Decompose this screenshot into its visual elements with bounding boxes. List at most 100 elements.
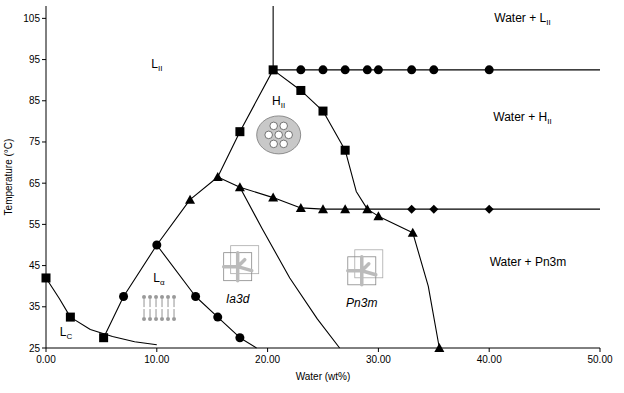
phase-icon [156, 309, 157, 317]
phase-icon [224, 253, 252, 281]
region-label-text: H [272, 94, 281, 108]
phase-icon [156, 299, 157, 307]
data-point [268, 193, 278, 202]
y-tick [42, 265, 46, 266]
phase-icon [150, 299, 151, 307]
y-tick [42, 348, 46, 349]
region-label-text: Ia3d [226, 292, 250, 306]
phase-icon [148, 317, 152, 321]
x-tick-label: 0.00 [36, 354, 56, 365]
phase-icon [172, 317, 176, 321]
y-axis-line [46, 6, 47, 348]
phase-boundary [367, 209, 600, 210]
phase-icon [348, 257, 376, 285]
data-point [296, 65, 305, 74]
region-label: Water + LII [494, 11, 550, 27]
boundaries [46, 6, 600, 348]
phase-icon [224, 253, 252, 281]
data-point [152, 240, 161, 249]
phase-boundary [104, 70, 274, 338]
y-tick-label: 75 [29, 136, 41, 147]
phase-icon [280, 122, 288, 130]
y-axis-title: Temperature (°C) [3, 139, 14, 216]
data-point [235, 333, 244, 342]
phase-boundary [157, 245, 257, 348]
phase-icon [150, 309, 151, 317]
region-label: Water + HII [493, 110, 551, 126]
phase-icon [280, 140, 288, 148]
data-point [362, 204, 372, 213]
y-tick [42, 224, 46, 225]
phase-diagram: 0.0010.0020.0030.0040.0050.0025354555657… [0, 0, 624, 393]
phase-icon [348, 257, 376, 285]
data-point [213, 172, 223, 181]
phase-icon [142, 295, 146, 299]
phase-icon [172, 295, 176, 299]
phase-icon [148, 295, 152, 299]
phase-boundary [240, 187, 340, 348]
data-point [235, 182, 245, 191]
y-tick-label: 105 [23, 13, 40, 24]
region-label-subscript: II [546, 18, 550, 27]
y-tick [42, 141, 46, 142]
x-tick-label: 10.00 [144, 354, 169, 365]
x-tick [378, 348, 379, 352]
data-point [363, 65, 372, 74]
data-point [296, 86, 305, 95]
y-tick-label: 95 [29, 54, 41, 65]
data-point [434, 343, 444, 352]
phase-icon [154, 317, 158, 321]
y-tick-label: 85 [29, 95, 41, 106]
data-point [319, 107, 328, 116]
data-point [407, 65, 416, 74]
region-label-subscript: C [66, 332, 72, 341]
phase-boundary [273, 6, 274, 70]
y-tick-label: 35 [29, 301, 41, 312]
x-axis-title: Water (wt%) [296, 371, 351, 382]
region-label: Lα [153, 271, 165, 287]
phase-icon [144, 309, 145, 317]
y-tick [42, 100, 46, 101]
region-label-text: Pn3m [346, 296, 377, 310]
phase-icon [168, 299, 169, 307]
region-label-subscript: II [158, 64, 162, 73]
phase-icon [166, 295, 170, 299]
data-point [373, 211, 383, 220]
x-tick [489, 348, 490, 352]
phase-icon [285, 131, 293, 139]
region-label: Ia3d [226, 292, 250, 306]
y-tick [42, 18, 46, 19]
region-labels: LIIHIILαIa3dPn3mLCWater + LIIWater + HII… [60, 11, 567, 340]
x-tick [600, 348, 601, 352]
phase-icon [166, 317, 170, 321]
data-point [119, 292, 128, 301]
data-point [191, 292, 200, 301]
phase-icon [142, 317, 146, 321]
data-point [340, 204, 350, 213]
phase-icons [142, 116, 383, 321]
y-tick-label: 65 [29, 178, 41, 189]
phase-icon [162, 299, 163, 307]
phase-icon [144, 299, 145, 307]
phase-icon [270, 122, 278, 130]
phase-icon [160, 317, 164, 321]
data-point [429, 65, 438, 74]
data-point [42, 273, 51, 282]
data-point [341, 146, 350, 155]
phase-icon [257, 116, 301, 154]
phase-icon [174, 299, 175, 307]
phase-boundary [273, 70, 367, 209]
x-tick-label: 30.00 [366, 354, 391, 365]
region-label-text: Water + Pn3m [490, 255, 567, 269]
y-tick-label: 55 [29, 219, 41, 230]
data-point [318, 204, 328, 213]
y-tick [42, 306, 46, 307]
region-label-text: Water + L [494, 11, 546, 25]
phase-boundary [218, 177, 440, 348]
y-tick [42, 59, 46, 60]
data-point [485, 205, 494, 214]
region-label: LC [60, 325, 73, 341]
chart-root: 0.0010.0020.0030.0040.0050.0025354555657… [0, 0, 624, 393]
region-label-text: Water + H [493, 110, 547, 124]
points [42, 65, 494, 352]
